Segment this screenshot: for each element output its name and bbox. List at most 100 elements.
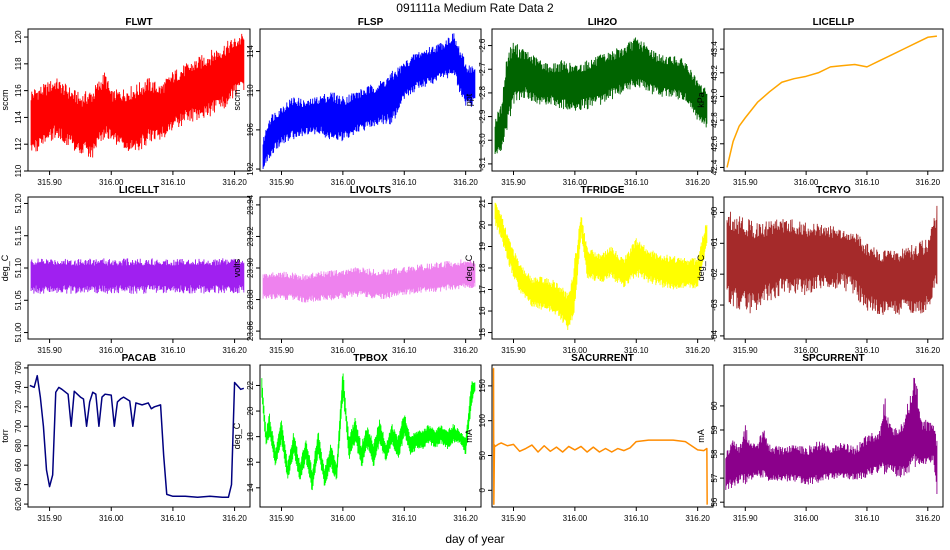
panel-title: FLWT [125, 17, 152, 28]
y-tick-label: -2.8 [478, 85, 487, 99]
y-tick-label: 15 [478, 328, 487, 337]
y-tick-label: 23.92 [246, 226, 255, 247]
panel-title: LIH2O [588, 17, 618, 28]
y-axis-label: ppt [464, 93, 474, 106]
plot-area [492, 367, 708, 505]
plot-area [494, 202, 708, 331]
data-series-tcryo [726, 205, 938, 315]
x-tick-label: 316.00 [331, 514, 356, 523]
x-tick-label: 316.10 [392, 178, 417, 187]
y-tick-label: -60 [710, 206, 719, 218]
y-tick-label: 680 [14, 439, 23, 453]
panel-title: LICELLT [119, 185, 159, 196]
plot-frame [491, 364, 714, 508]
x-tick-label: 316.20 [685, 346, 710, 355]
y-axis-label: deg_C [696, 254, 706, 281]
plot-area [29, 374, 245, 499]
x-tick-label: 315.90 [37, 514, 62, 523]
x-tick-label: 316.10 [855, 346, 880, 355]
y-tick-label: 21 [478, 198, 487, 207]
y-tick-label: 112 [14, 137, 23, 150]
y-tick-label: 20 [478, 220, 487, 229]
x-tick-label: 316.10 [161, 346, 186, 355]
x-tick-label: 316.20 [222, 346, 247, 355]
x-tick-label: 316.00 [99, 514, 124, 523]
y-tick-label: 60 [710, 401, 719, 410]
x-tick-label: 315.90 [501, 514, 526, 523]
y-tick-label: -3.1 [478, 156, 487, 170]
y-tick-label: 58 [710, 449, 719, 458]
x-tick-label: 315.90 [501, 346, 526, 355]
x-tick-label: 316.10 [624, 178, 649, 187]
x-tick-label: 316.10 [855, 514, 880, 523]
x-tick-label: 316.10 [161, 178, 186, 187]
plot-frame [259, 364, 482, 508]
y-tick-label: -2.9 [478, 109, 487, 123]
plot-area [261, 373, 476, 491]
y-axis-label: volts [232, 258, 242, 277]
x-tick-label: 316.00 [794, 514, 819, 523]
panel-title: FLSP [358, 17, 384, 28]
plot-area [262, 259, 476, 303]
y-axis-label: kPa [696, 92, 706, 108]
x-tick-label: 316.00 [563, 178, 588, 187]
data-series-tfridge [494, 202, 708, 331]
x-tick-label: 316.00 [331, 346, 356, 355]
y-tick-label: 51.05 [14, 290, 23, 311]
y-tick-label: 51.00 [14, 322, 23, 343]
panel-tcryo: 315.90 316.00 316.10 316.20 -64 -63 -62 -61 -60 T… [696, 185, 944, 355]
y-tick-label: 100 [478, 413, 487, 427]
x-tick-label: 316.00 [563, 514, 588, 523]
y-tick-label: 110 [14, 164, 23, 177]
x-tick-label: 316.20 [916, 178, 941, 187]
y-tick-label: 740 [14, 380, 23, 394]
x-tick-label: 316.10 [624, 346, 649, 355]
y-tick-label: 57 [710, 473, 719, 482]
panel-lih2o: 315.90 316.00 316.10 316.20 -3.1 -3.0 -2.9 -2.8… [464, 17, 714, 187]
y-tick-label: 17 [478, 285, 487, 294]
y-tick-label: 150 [478, 379, 487, 393]
panel-spcurrent: 315.90 316.00 316.10 316.20 56 57 58 59 60 SPCURR… [696, 353, 944, 523]
panel-title: TCRYO [816, 185, 851, 196]
y-tick-label: 14 [246, 483, 255, 492]
panel-licellp: 315.90 316.00 316.10 316.20 42.4 42.6 42.8 43.0… [696, 17, 944, 187]
x-tick-label: 315.90 [501, 178, 526, 187]
y-tick-label: 114 [246, 45, 255, 58]
y-tick-label: 23.86 [246, 321, 255, 342]
data-series-livolts [262, 259, 476, 303]
y-tick-label: 43.0 [710, 88, 719, 104]
y-tick-label: 43.4 [710, 41, 719, 57]
y-tick-label: 42.8 [710, 112, 719, 128]
data-series-sacurrent [492, 367, 708, 505]
y-tick-label: 700 [14, 419, 23, 433]
y-tick-label: 23.88 [246, 289, 255, 310]
panel-title: SPCURRENT [802, 353, 864, 364]
panel-flsp: 315.90 316.00 316.10 316.20 102 106 110 114 FLSP… [232, 17, 482, 187]
panel-title: LICELLP [813, 17, 855, 28]
y-tick-label: 0 [478, 488, 487, 493]
y-tick-label: 50 [478, 450, 487, 459]
y-tick-label: -62 [710, 268, 719, 280]
x-tick-label: 316.00 [563, 346, 588, 355]
x-tick-label: 316.20 [222, 514, 247, 523]
plot-area [725, 377, 938, 495]
x-tick-label: 316.10 [161, 514, 186, 523]
y-tick-label: -2.7 [478, 62, 487, 76]
plot-area [30, 258, 245, 294]
x-tick-label: 316.00 [331, 178, 356, 187]
plot-area [726, 205, 938, 315]
y-tick-label: 18 [246, 432, 255, 441]
panel-grid: 315.90 316.00 316.10 316.20 110 112 114 116 118 1… [0, 17, 944, 523]
panel-title: LIVOLTS [350, 185, 392, 196]
x-tick-label: 316.00 [99, 178, 124, 187]
x-tick-label: 315.90 [733, 178, 758, 187]
x-tick-label: 315.90 [269, 178, 294, 187]
panel-title: SACURRENT [571, 353, 634, 364]
x-tick-label: 316.00 [794, 346, 819, 355]
x-tick-label: 316.20 [453, 178, 478, 187]
y-tick-label: -2.6 [478, 38, 487, 52]
plot-frame [27, 364, 251, 508]
x-tick-label: 316.10 [392, 346, 417, 355]
x-tick-label: 315.90 [37, 346, 62, 355]
x-tick-label: 316.10 [392, 514, 417, 523]
